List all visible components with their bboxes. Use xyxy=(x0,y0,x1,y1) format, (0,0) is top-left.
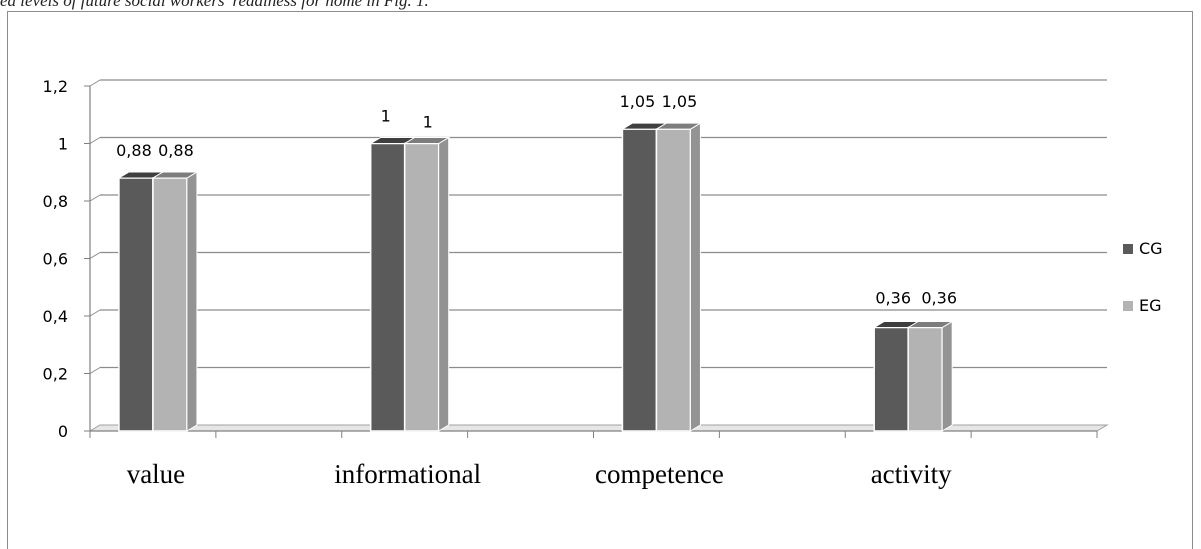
legend: CG EG xyxy=(1123,239,1163,315)
gridline-depth xyxy=(89,309,101,317)
gridline-depth xyxy=(89,79,101,87)
data-label: 1 xyxy=(381,107,391,126)
data-label: 0,36 xyxy=(921,289,957,308)
bar-front xyxy=(403,142,440,432)
y-tick-label: 0,6 xyxy=(43,250,68,269)
data-label: 0,36 xyxy=(875,289,911,308)
bar-eg xyxy=(151,171,199,432)
legend-swatch-eg xyxy=(1123,301,1133,311)
x-category-label: informational xyxy=(334,459,481,489)
y-tick-label: 0,4 xyxy=(43,307,68,326)
gridline-depth xyxy=(89,137,101,144)
gridlines xyxy=(89,79,1107,374)
bar-side xyxy=(689,122,701,432)
bar-top xyxy=(151,171,199,179)
y-tick-label: 1 xyxy=(58,135,68,154)
gridline-depth xyxy=(89,367,101,374)
figure-caption: ed levels of future social workers' read… xyxy=(0,0,429,10)
data-labels: 0,88 1 1,05 0,36 0,88 1 1,05 0,36 xyxy=(116,92,957,307)
bar-side xyxy=(941,320,953,432)
bar-front xyxy=(118,177,154,432)
bar-top xyxy=(402,137,451,144)
legend-label-cg: CG xyxy=(1139,239,1163,258)
legend-label-eg: EG xyxy=(1139,296,1162,315)
x-category-label: competence xyxy=(595,459,724,489)
data-label: 0,88 xyxy=(158,141,194,160)
bar-side xyxy=(438,136,450,432)
chart-frame xyxy=(7,11,1193,549)
data-label: 1 xyxy=(423,113,433,132)
bar-front xyxy=(873,326,909,432)
y-tick-label: 0 xyxy=(58,422,68,441)
y-tick-label: 0,8 xyxy=(43,192,68,211)
bar-eg xyxy=(906,320,954,432)
gridline-depth xyxy=(89,252,101,259)
bar-eg xyxy=(654,122,703,432)
data-label: 1,05 xyxy=(662,92,698,111)
bar-front xyxy=(621,128,658,432)
bar-front xyxy=(152,177,188,432)
bar-front xyxy=(655,128,692,432)
bar-top xyxy=(654,122,703,130)
x-category-label: activity xyxy=(871,459,952,489)
chart-floor-plane xyxy=(88,424,1109,432)
data-label: 0,88 xyxy=(116,141,152,160)
bar-side xyxy=(186,171,198,432)
bar-front xyxy=(369,142,406,432)
bars xyxy=(117,122,954,432)
bar-eg xyxy=(402,136,451,432)
y-tick-label: 0,2 xyxy=(43,365,68,384)
gridline-depth xyxy=(89,194,101,202)
x-category-label: value xyxy=(127,459,185,489)
bar-top xyxy=(906,321,954,328)
legend-swatch-cg xyxy=(1123,244,1133,254)
y-tick-label: 1,2 xyxy=(43,77,68,96)
data-label: 1,05 xyxy=(620,92,656,111)
axes: 0 0,2 0,4 0,6 0,8 1 1,2 value informational compe… xyxy=(43,77,1098,489)
chart-floor xyxy=(88,424,1109,432)
bar-front xyxy=(907,326,943,432)
